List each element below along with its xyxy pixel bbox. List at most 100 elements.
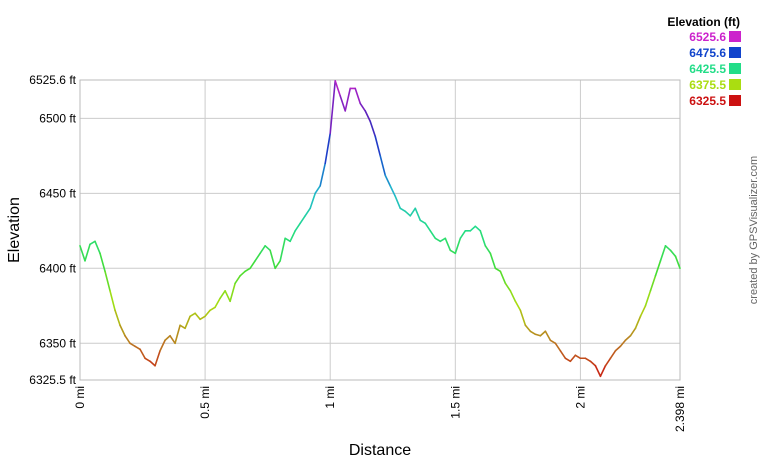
- profile-segment: [114, 309, 121, 327]
- profile-segment: [284, 237, 291, 243]
- profile-segment: [154, 349, 161, 367]
- profile-segment: [234, 275, 241, 285]
- profile-segment: [269, 249, 276, 270]
- profile-segment: [404, 210, 412, 217]
- profile-segment: [534, 333, 542, 337]
- y-tick-label: 6525.6 ft: [29, 73, 76, 87]
- profile-segment: [609, 349, 617, 360]
- profile-segment: [444, 237, 452, 252]
- x-tick-label: 1 mi: [323, 386, 337, 409]
- profile-segment: [489, 252, 497, 270]
- profile-segment: [319, 162, 327, 187]
- profile-segment: [414, 207, 422, 222]
- profile-segment: [619, 339, 627, 348]
- x-tick-label: 0.5 mi: [198, 386, 212, 419]
- profile-segment: [189, 312, 196, 318]
- profile-segment: [529, 330, 537, 336]
- profile-segment: [554, 342, 562, 352]
- profile-segment: [474, 225, 482, 232]
- profile-segment: [399, 207, 407, 213]
- profile-segment: [599, 364, 607, 378]
- elevation-profile: [79, 80, 681, 378]
- x-tick-labels: 0 mi 0.5 mi 1 mi 1.5 mi 2 mi 2.398 mi: [73, 386, 687, 432]
- profile-segment: [664, 245, 672, 252]
- legend-swatch: [729, 63, 741, 74]
- profile-segment: [299, 215, 306, 225]
- profile-segment: [239, 270, 246, 277]
- profile-segment: [354, 87, 362, 105]
- y-tick-label: 6400 ft: [39, 261, 76, 275]
- profile-segment: [254, 252, 261, 262]
- profile-segment: [649, 275, 657, 292]
- profile-segment: [174, 324, 181, 345]
- profile-segment: [524, 324, 532, 333]
- profile-segment: [674, 255, 681, 270]
- profile-segment: [99, 252, 106, 273]
- legend-title: Elevation (ft): [667, 15, 740, 29]
- profile-segment: [434, 237, 442, 243]
- profile-segment: [194, 312, 201, 321]
- profile-segment: [569, 354, 577, 363]
- profile-segment: [614, 345, 622, 352]
- profile-segment: [304, 207, 311, 217]
- profile-segment: [519, 309, 527, 327]
- profile-segment: [279, 237, 286, 262]
- profile-segment: [339, 95, 347, 112]
- profile-segment: [199, 315, 206, 321]
- legend-label: 6325.5: [689, 94, 726, 108]
- profile-segment: [184, 315, 191, 330]
- profile-segment: [224, 289, 231, 303]
- profile-segment: [394, 195, 402, 210]
- profile-segment: [509, 289, 517, 303]
- profile-segment: [164, 334, 171, 342]
- profile-segment: [109, 289, 116, 312]
- legend-label: 6475.6: [689, 46, 726, 60]
- profile-segment: [469, 225, 477, 232]
- profile-segment: [384, 174, 392, 187]
- profile-segment: [564, 357, 572, 363]
- profile-segment: [244, 267, 251, 273]
- y-tick-labels: 6325.5 ft 6350 ft 6400 ft 6450 ft 6500 ft 652…: [29, 73, 76, 387]
- profile-segment: [124, 334, 131, 345]
- profile-segment: [634, 315, 642, 330]
- profile-segment: [369, 120, 377, 138]
- profile-segment: [259, 245, 266, 255]
- profile-segment: [559, 349, 567, 360]
- legend-swatch: [729, 31, 741, 42]
- profile-segment: [169, 334, 176, 345]
- profile-segment: [84, 243, 91, 262]
- profile-segment: [409, 207, 417, 217]
- profile-segment: [454, 237, 462, 255]
- profile-segment: [209, 306, 216, 312]
- profile-segment: [179, 324, 186, 330]
- profile-segment: [654, 260, 662, 277]
- profile-segment: [219, 289, 226, 300]
- profile-segment: [334, 80, 342, 97]
- profile-segment: [144, 357, 151, 363]
- profile-segment: [139, 348, 146, 360]
- profile-segment: [449, 249, 457, 255]
- profile-segment: [104, 270, 111, 292]
- profile-segment: [514, 300, 522, 312]
- profile-segment: [504, 282, 512, 292]
- profile-segment: [159, 339, 166, 352]
- x-tick-label: 1.5 mi: [448, 386, 462, 419]
- profile-segment: [484, 245, 492, 255]
- y-tick-label: 6500 ft: [39, 111, 76, 125]
- profile-segment: [624, 334, 632, 342]
- profile-segment: [274, 260, 281, 270]
- profile-segment: [544, 330, 552, 342]
- profile-segment: [229, 282, 236, 303]
- profile-segment: [424, 222, 432, 232]
- profile-segment: [249, 260, 256, 270]
- profile-segment: [594, 364, 602, 378]
- x-tick-label: 0 mi: [73, 386, 87, 409]
- profile-segment: [584, 357, 592, 363]
- profile-segment: [494, 267, 502, 273]
- profile-segment: [639, 304, 647, 318]
- profile-segment: [629, 327, 637, 337]
- profile-segment: [539, 330, 547, 337]
- profile-segment: [359, 102, 367, 112]
- y-tick-label: 6450 ft: [39, 186, 76, 200]
- profile-segment: [479, 230, 487, 247]
